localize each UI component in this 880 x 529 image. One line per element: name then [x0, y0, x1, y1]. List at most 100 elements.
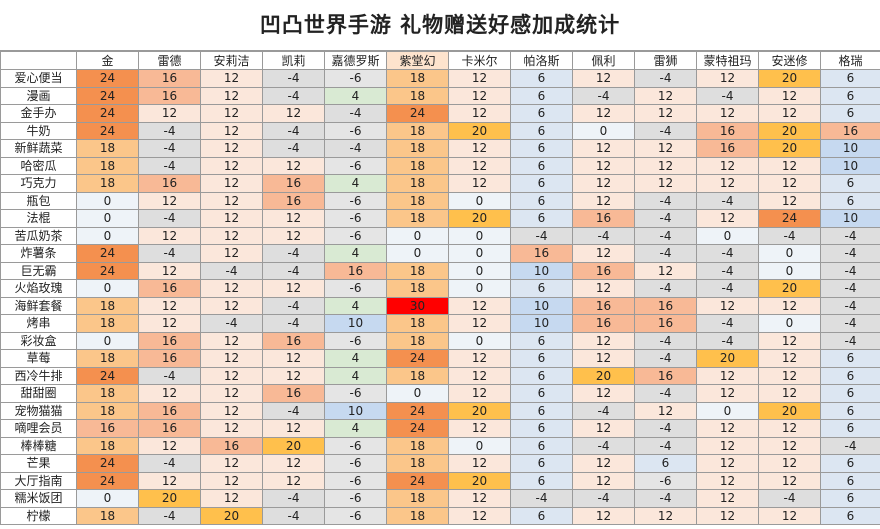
value-cell[interactable]: 12 — [696, 296, 759, 315]
value-cell[interactable]: 12 — [448, 86, 511, 105]
corner-cell[interactable] — [0, 51, 77, 70]
row-label[interactable]: 海鲜套餐 — [0, 296, 77, 315]
row-label[interactable]: 苦瓜奶茶 — [0, 226, 77, 245]
value-cell[interactable]: 18 — [386, 174, 449, 193]
value-cell[interactable]: 12 — [448, 454, 511, 473]
value-cell[interactable]: 6 — [820, 419, 880, 438]
value-cell[interactable]: 16 — [634, 296, 697, 315]
value-cell[interactable]: 4 — [324, 244, 387, 263]
value-cell[interactable]: 18 — [76, 401, 139, 420]
value-cell[interactable]: 12 — [696, 436, 759, 455]
value-cell[interactable]: 12 — [138, 384, 201, 403]
value-cell[interactable]: 12 — [696, 69, 759, 88]
value-cell[interactable]: 18 — [386, 314, 449, 333]
value-cell[interactable]: -4 — [696, 86, 759, 105]
value-cell[interactable]: 18 — [386, 156, 449, 175]
value-cell[interactable]: 10 — [820, 156, 880, 175]
value-cell[interactable]: 18 — [386, 121, 449, 140]
value-cell[interactable]: -4 — [634, 226, 697, 245]
value-cell[interactable]: 12 — [634, 506, 697, 525]
value-cell[interactable]: 18 — [386, 366, 449, 385]
row-label[interactable]: 新鲜蔬菜 — [0, 139, 77, 158]
value-cell[interactable]: 12 — [448, 69, 511, 88]
value-cell[interactable]: 6 — [510, 506, 573, 525]
value-cell[interactable]: 12 — [138, 261, 201, 280]
value-cell[interactable]: 6 — [510, 191, 573, 210]
value-cell[interactable]: 12 — [758, 384, 821, 403]
value-cell[interactable]: -4 — [696, 331, 759, 350]
value-cell[interactable]: 12 — [200, 156, 263, 175]
value-cell[interactable]: 24 — [76, 244, 139, 263]
value-cell[interactable]: -4 — [262, 121, 325, 140]
value-cell[interactable]: -4 — [138, 454, 201, 473]
value-cell[interactable]: 12 — [572, 104, 635, 123]
value-cell[interactable]: 12 — [696, 174, 759, 193]
value-cell[interactable]: 12 — [758, 191, 821, 210]
value-cell[interactable]: 20 — [758, 401, 821, 420]
value-cell[interactable]: 20 — [200, 506, 263, 525]
value-cell[interactable]: -6 — [324, 331, 387, 350]
value-cell[interactable]: -6 — [324, 279, 387, 298]
value-cell[interactable]: 12 — [572, 174, 635, 193]
value-cell[interactable]: 6 — [510, 401, 573, 420]
value-cell[interactable]: 12 — [200, 139, 263, 158]
value-cell[interactable]: 0 — [696, 401, 759, 420]
value-cell[interactable]: 12 — [200, 279, 263, 298]
value-cell[interactable]: 6 — [820, 366, 880, 385]
value-cell[interactable]: -4 — [758, 226, 821, 245]
value-cell[interactable]: 12 — [262, 471, 325, 490]
value-cell[interactable]: 18 — [76, 174, 139, 193]
value-cell[interactable]: 24 — [386, 419, 449, 438]
value-cell[interactable]: 6 — [510, 104, 573, 123]
value-cell[interactable]: 16 — [138, 419, 201, 438]
value-cell[interactable]: -6 — [324, 384, 387, 403]
value-cell[interactable]: -4 — [634, 331, 697, 350]
value-cell[interactable]: 16 — [696, 139, 759, 158]
value-cell[interactable]: 12 — [758, 349, 821, 368]
column-header[interactable]: 卡米尔 — [448, 51, 511, 70]
row-label[interactable]: 爱心便当 — [0, 69, 77, 88]
value-cell[interactable]: 10 — [820, 209, 880, 228]
value-cell[interactable]: -4 — [262, 69, 325, 88]
value-cell[interactable]: 12 — [758, 156, 821, 175]
value-cell[interactable]: 4 — [324, 366, 387, 385]
value-cell[interactable]: -4 — [262, 401, 325, 420]
value-cell[interactable]: 12 — [200, 226, 263, 245]
value-cell[interactable]: 12 — [200, 174, 263, 193]
value-cell[interactable]: 6 — [510, 331, 573, 350]
value-cell[interactable]: 16 — [262, 384, 325, 403]
value-cell[interactable]: -4 — [138, 121, 201, 140]
value-cell[interactable]: 12 — [448, 156, 511, 175]
value-cell[interactable]: -4 — [820, 226, 880, 245]
value-cell[interactable]: 24 — [386, 349, 449, 368]
row-label[interactable]: 哈密瓜 — [0, 156, 77, 175]
row-label[interactable]: 巨无霸 — [0, 261, 77, 280]
value-cell[interactable]: 16 — [138, 69, 201, 88]
value-cell[interactable]: 12 — [634, 401, 697, 420]
value-cell[interactable]: -4 — [262, 244, 325, 263]
value-cell[interactable]: 18 — [386, 209, 449, 228]
value-cell[interactable]: -4 — [138, 156, 201, 175]
value-cell[interactable]: 4 — [324, 174, 387, 193]
value-cell[interactable]: -4 — [200, 314, 263, 333]
value-cell[interactable]: 6 — [820, 104, 880, 123]
row-label[interactable]: 漫画 — [0, 86, 77, 105]
value-cell[interactable]: 12 — [696, 454, 759, 473]
value-cell[interactable]: 6 — [510, 471, 573, 490]
row-label[interactable]: 芒果 — [0, 454, 77, 473]
value-cell[interactable]: 20 — [448, 471, 511, 490]
value-cell[interactable]: 12 — [138, 104, 201, 123]
value-cell[interactable]: -6 — [324, 69, 387, 88]
value-cell[interactable]: 12 — [448, 104, 511, 123]
value-cell[interactable]: 12 — [572, 471, 635, 490]
value-cell[interactable]: -4 — [820, 244, 880, 263]
value-cell[interactable]: 12 — [448, 506, 511, 525]
value-cell[interactable]: 0 — [448, 436, 511, 455]
value-cell[interactable]: 12 — [200, 191, 263, 210]
value-cell[interactable]: 12 — [634, 139, 697, 158]
value-cell[interactable]: 12 — [448, 349, 511, 368]
value-cell[interactable]: -4 — [572, 226, 635, 245]
value-cell[interactable]: 12 — [758, 454, 821, 473]
value-cell[interactable]: 12 — [448, 296, 511, 315]
row-label[interactable]: 嘀哩会员 — [0, 419, 77, 438]
